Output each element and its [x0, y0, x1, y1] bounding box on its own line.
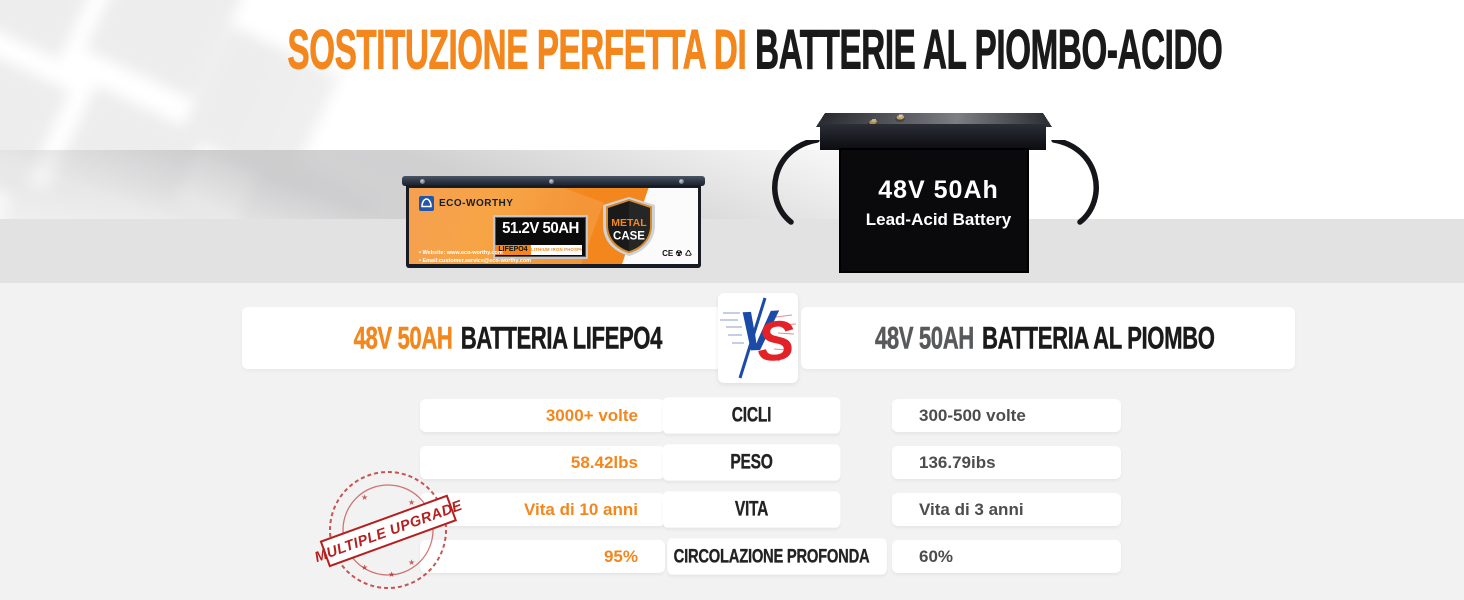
svg-text:★: ★	[361, 493, 368, 502]
svg-text:S: S	[755, 308, 796, 373]
svg-text:★: ★	[388, 570, 395, 579]
svg-text:CASE: CASE	[613, 231, 645, 243]
svg-text:★: ★	[408, 558, 415, 567]
svg-text:★: ★	[361, 563, 368, 572]
svg-text:★: ★	[408, 498, 415, 507]
svg-text:METAL: METAL	[611, 217, 647, 229]
